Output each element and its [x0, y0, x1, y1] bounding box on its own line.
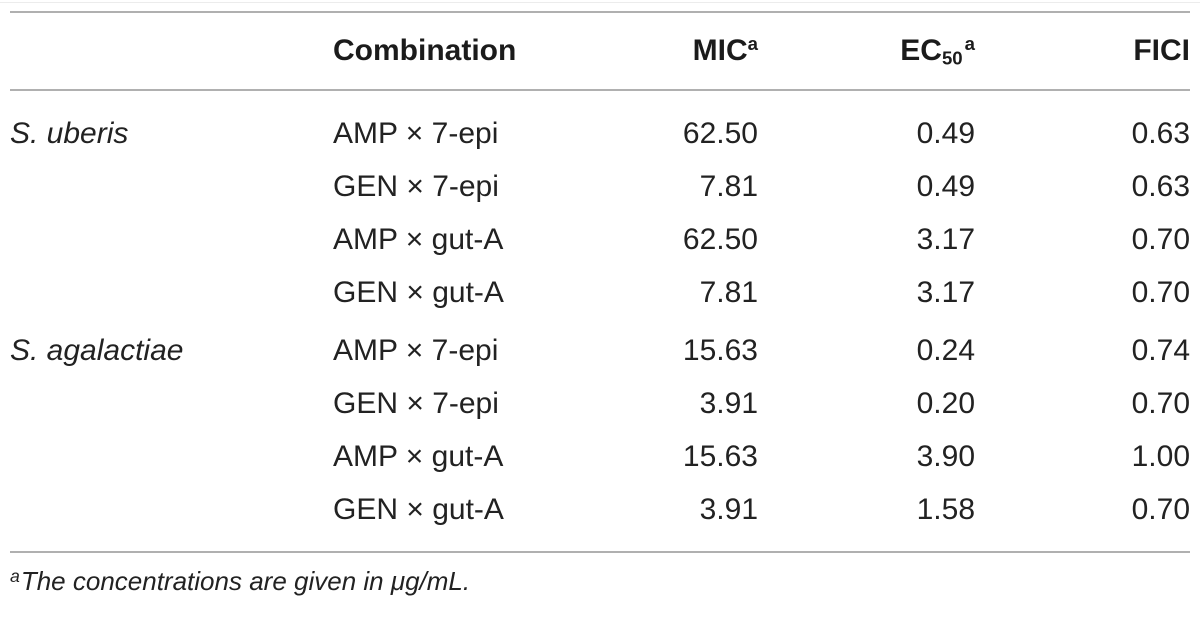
- cell-combination: AMP × 7-epi: [333, 116, 499, 150]
- col-header-ec50: EC50a: [758, 32, 975, 69]
- cell-fici: 0.63: [1131, 116, 1190, 150]
- ec-label: EC: [900, 34, 942, 67]
- cell-mic: 3.91: [699, 492, 758, 526]
- col-header-mic: MICa: [605, 32, 758, 68]
- cell-ec50: 0.49: [916, 169, 975, 203]
- cell-ec50: 1.58: [916, 492, 975, 526]
- cell-fici: 0.70: [1131, 275, 1190, 309]
- table-header-row: Combination MICa EC50a FICI: [10, 13, 1190, 89]
- table-row: S. uberis AMP × 7-epi 62.50 0.49 0.63: [10, 107, 1190, 160]
- cell-ec50: 3.90: [916, 439, 975, 473]
- table-row: S. agalactiae AMP × 7-epi 15.63 0.24 0.7…: [10, 324, 1190, 377]
- cell-mic: 15.63: [682, 439, 758, 473]
- cell-mic: 15.63: [682, 333, 758, 367]
- table-footnote: aThe concentrations are given in μg/mL.: [10, 566, 1190, 597]
- footnote-text: The concentrations are given in μg/mL.: [20, 566, 471, 596]
- cell-mic: 3.91: [699, 386, 758, 420]
- cell-fici: 0.74: [1131, 333, 1190, 367]
- cell-mic: 7.81: [699, 275, 758, 309]
- cell-ec50: 0.49: [916, 116, 975, 150]
- cell-combination: GEN × gut-A: [333, 492, 504, 526]
- cell-mic: 62.50: [682, 116, 758, 150]
- mic-label: MIC: [692, 34, 748, 67]
- cell-ec50: 0.20: [916, 386, 975, 420]
- cell-mic: 62.50: [682, 222, 758, 256]
- table-row: AMP × gut-A 15.63 3.90 1.00: [10, 430, 1190, 483]
- table-row: AMP × gut-A 62.50 3.17 0.70: [10, 213, 1190, 266]
- table-header-rule: [10, 89, 1190, 91]
- cell-mic: 7.81: [699, 169, 758, 203]
- mic-superscript: a: [747, 32, 758, 54]
- table-row: GEN × 7-epi 7.81 0.49 0.63: [10, 160, 1190, 213]
- ec-superscript: a: [964, 32, 975, 54]
- cell-fici: 0.70: [1131, 222, 1190, 256]
- col-header-fici: FICI: [1133, 34, 1190, 67]
- table-row: GEN × gut-A 3.91 1.58 0.70: [10, 483, 1190, 536]
- ec-subscript: 50: [941, 47, 963, 69]
- table-row: GEN × 7-epi 3.91 0.20 0.70: [10, 377, 1190, 430]
- cell-ec50: 3.17: [916, 275, 975, 309]
- col-header-combination: Combination: [333, 34, 517, 67]
- cell-combination: AMP × gut-A: [333, 439, 504, 473]
- table-row: GEN × gut-A 7.81 3.17 0.70: [10, 266, 1190, 319]
- cell-species: S. uberis: [10, 116, 129, 150]
- cell-fici: 1.00: [1131, 439, 1190, 473]
- table-top-rule: [10, 11, 1190, 13]
- cell-fici: 0.70: [1131, 492, 1190, 526]
- cell-ec50: 3.17: [916, 222, 975, 256]
- cell-combination: GEN × gut-A: [333, 275, 504, 309]
- cell-combination: GEN × 7-epi: [333, 386, 499, 420]
- cell-species: S. agalactiae: [10, 333, 184, 367]
- cell-fici: 0.63: [1131, 169, 1190, 203]
- cell-combination: GEN × 7-epi: [333, 169, 499, 203]
- cell-ec50: 0.24: [916, 333, 975, 367]
- cell-combination: AMP × 7-epi: [333, 333, 499, 367]
- top-hairline: [0, 2, 1200, 3]
- table-bottom-rule: [10, 551, 1190, 553]
- table-body: S. uberis AMP × 7-epi 62.50 0.49 0.63 GE…: [10, 91, 1190, 551]
- cell-fici: 0.70: [1131, 386, 1190, 420]
- footnote-marker: a: [10, 566, 20, 587]
- cell-combination: AMP × gut-A: [333, 222, 504, 256]
